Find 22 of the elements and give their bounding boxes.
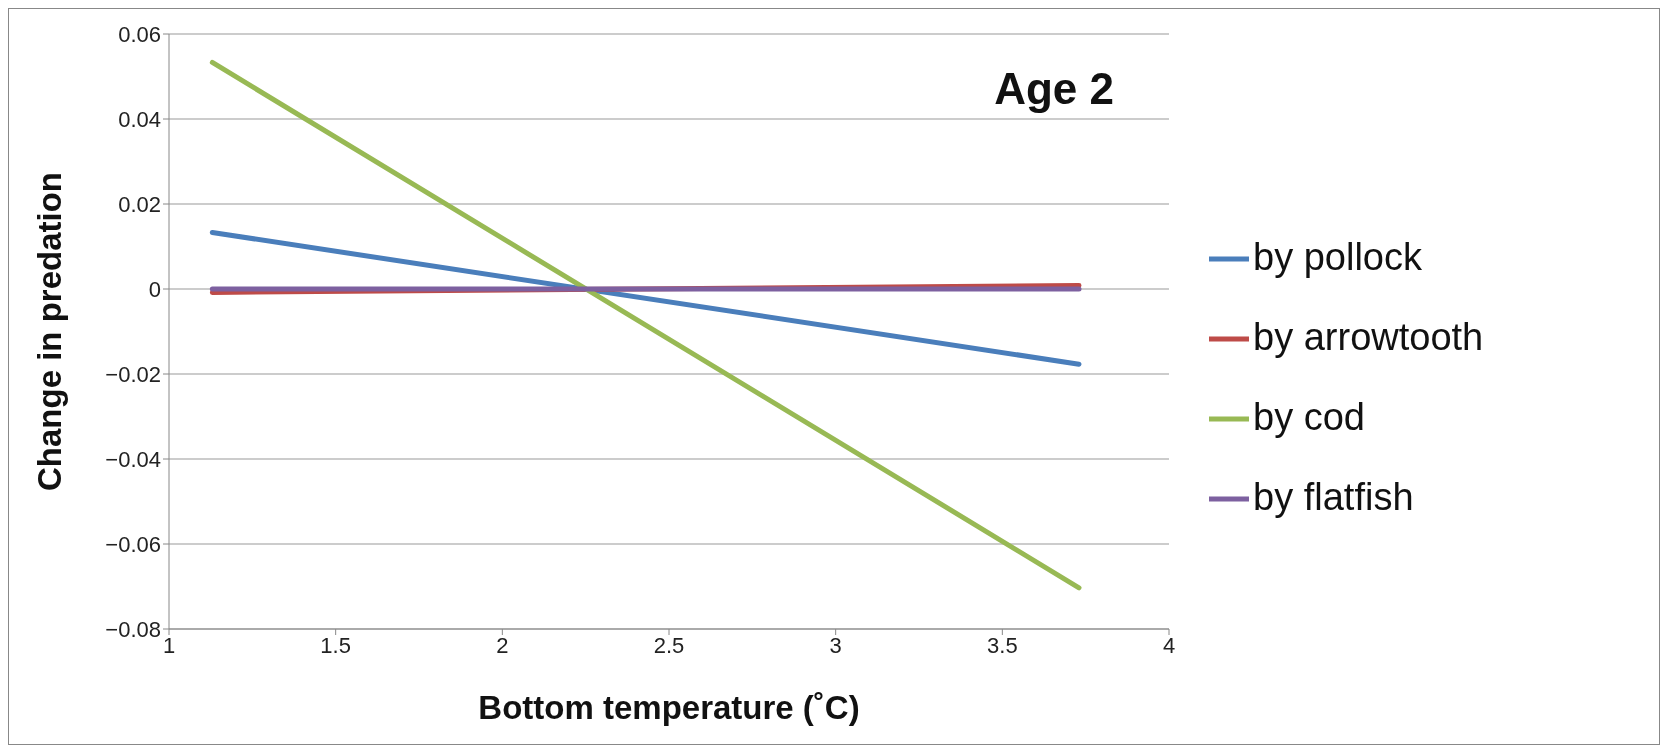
x-tick-label: 4 — [1162, 632, 1176, 658]
legend-label: by pollock — [1253, 235, 1422, 278]
text: Age 2 — [994, 64, 1114, 113]
y-tick-label: 0.04 — [118, 106, 161, 132]
x-tick-label: 1 — [162, 632, 176, 658]
x-axis-title: Bottom temperature (˚C) — [478, 689, 860, 726]
x-tick-label: 3 — [829, 632, 842, 658]
y-tick-label: −0.02 — [105, 361, 161, 387]
y-tick-label: −0.08 — [105, 616, 161, 642]
legend-label: by arrowtooth — [1253, 315, 1484, 358]
y-tick-label: −0.04 — [105, 446, 161, 472]
y-tick-label: 0.06 — [118, 21, 161, 47]
y-tick-label: 0.02 — [118, 191, 161, 217]
x-tick-label: 2 — [496, 632, 509, 658]
y-axis-title: Change in predation — [30, 171, 68, 492]
legend-label: by flatfish — [1253, 475, 1414, 518]
x-tick-label: 2.5 — [653, 632, 685, 658]
y-tick-label: −0.06 — [105, 531, 161, 557]
legend-label: by cod — [1253, 395, 1365, 438]
y-tick-label: 0 — [148, 276, 161, 302]
x-tick-label: 1.5 — [320, 632, 351, 658]
x-tick-label: 3.5 — [987, 632, 1018, 658]
